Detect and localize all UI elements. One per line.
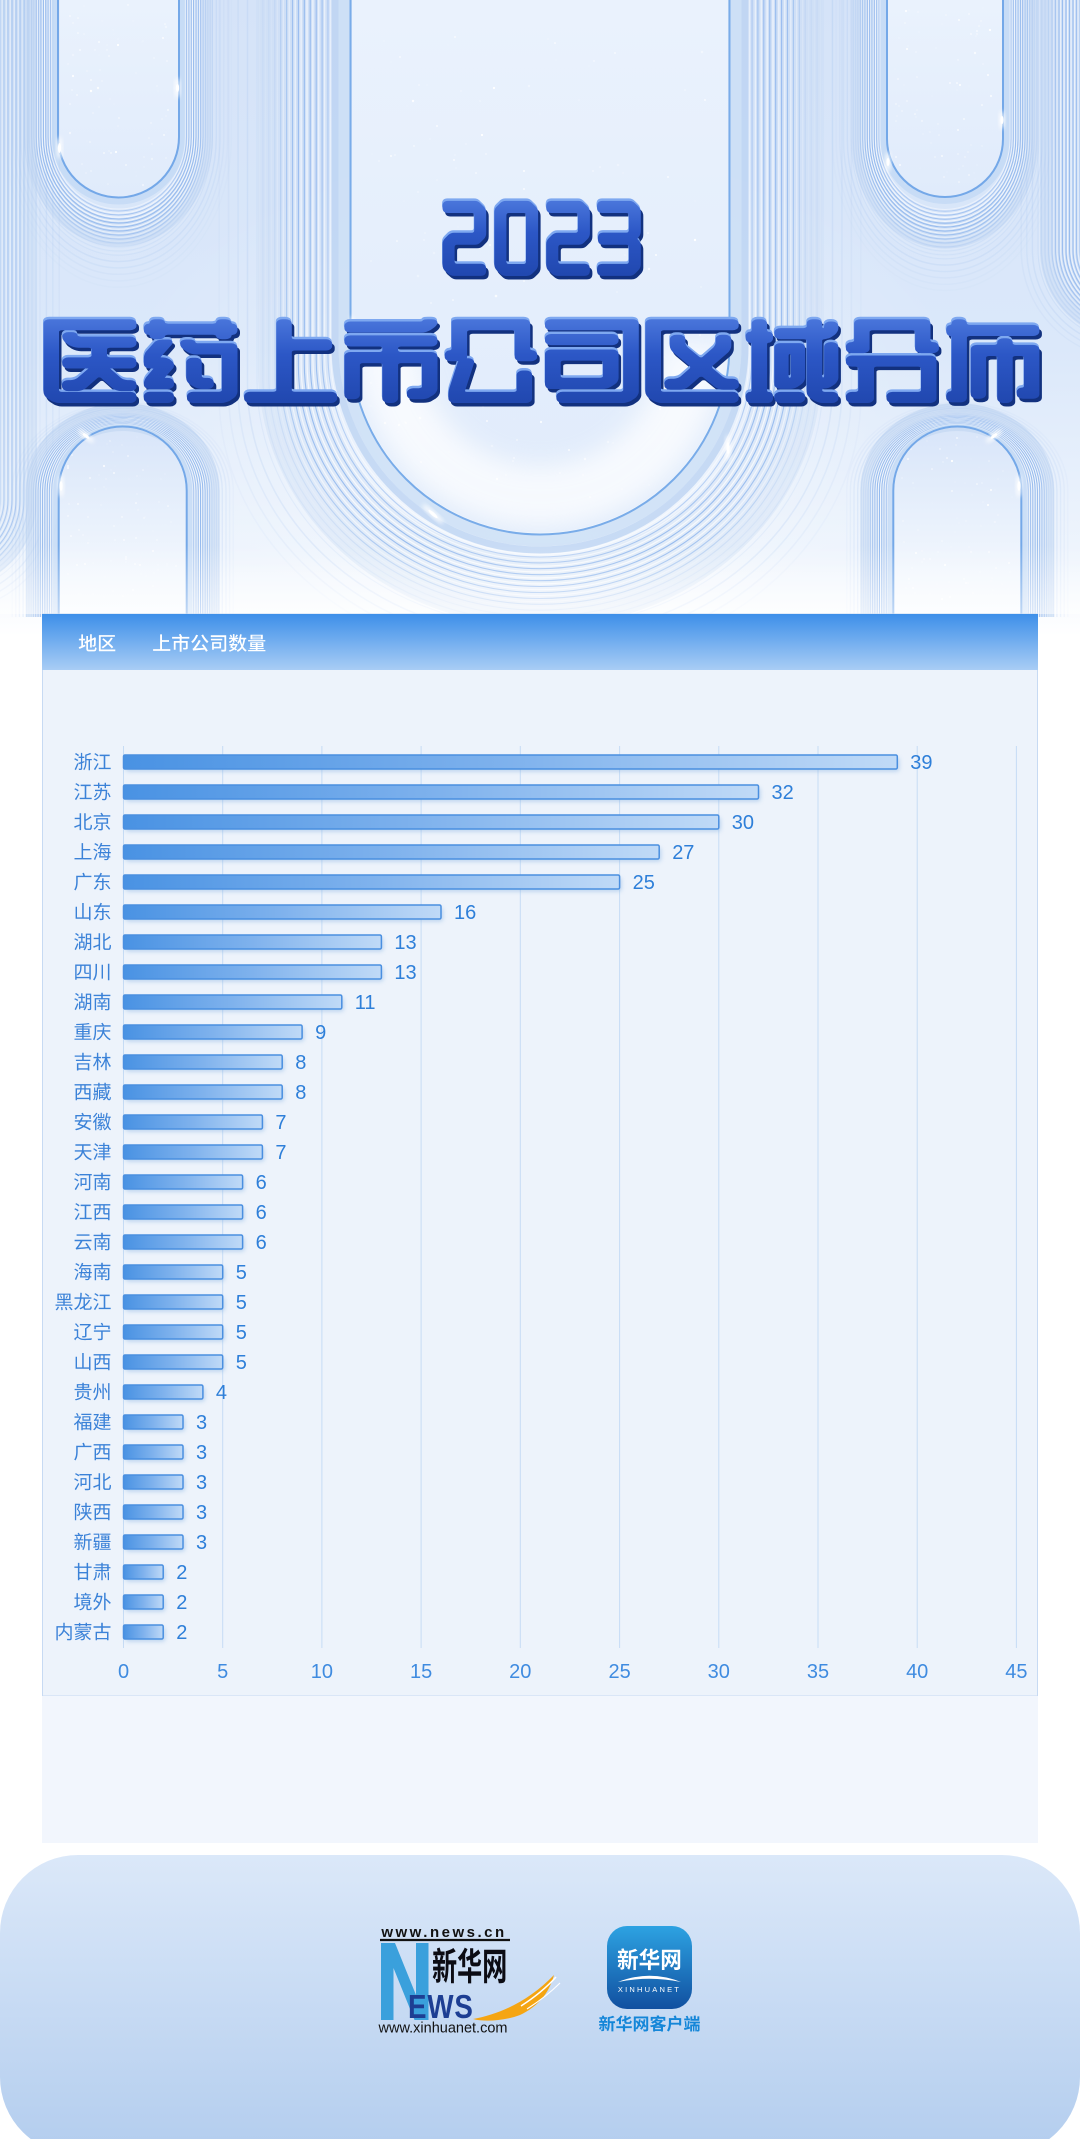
- svg-text:25: 25: [633, 872, 655, 894]
- svg-text:5: 5: [217, 1661, 228, 1683]
- svg-text:45: 45: [1005, 1661, 1027, 1683]
- svg-text:6: 6: [256, 1202, 267, 1224]
- svg-text:10: 10: [311, 1661, 333, 1683]
- svg-text:8: 8: [295, 1052, 306, 1074]
- svg-text:25: 25: [608, 1661, 630, 1683]
- svg-text:9: 9: [315, 1022, 326, 1044]
- svg-text:5: 5: [236, 1352, 247, 1374]
- svg-text:35: 35: [807, 1661, 829, 1683]
- svg-text:40: 40: [906, 1661, 928, 1683]
- svg-text:2: 2: [176, 1592, 187, 1614]
- svg-text:www.xinhuanet.com: www.xinhuanet.com: [378, 2021, 508, 2037]
- svg-text:15: 15: [410, 1661, 432, 1683]
- svg-text:4: 4: [216, 1382, 227, 1404]
- svg-text:13: 13: [394, 932, 416, 954]
- svg-text:11: 11: [355, 992, 376, 1014]
- svg-text:5: 5: [236, 1262, 247, 1284]
- svg-text:7: 7: [275, 1142, 286, 1164]
- svg-text:20: 20: [509, 1661, 531, 1683]
- svg-text:39: 39: [910, 752, 932, 774]
- svg-text:8: 8: [295, 1082, 306, 1104]
- svg-text:3: 3: [196, 1442, 207, 1464]
- svg-text:32: 32: [772, 782, 794, 804]
- svg-text:13: 13: [394, 962, 416, 984]
- svg-text:30: 30: [708, 1661, 730, 1683]
- svg-text:27: 27: [672, 842, 694, 864]
- svg-text:2: 2: [176, 1562, 187, 1584]
- svg-text:XINHUANET: XINHUANET: [618, 1985, 681, 1994]
- svg-text:5: 5: [236, 1322, 247, 1344]
- svg-text:16: 16: [454, 902, 476, 924]
- svg-text:0: 0: [118, 1661, 129, 1683]
- svg-text:3: 3: [196, 1412, 207, 1434]
- svg-text:30: 30: [732, 812, 754, 834]
- svg-text:3: 3: [196, 1532, 207, 1554]
- svg-text:6: 6: [256, 1172, 267, 1194]
- svg-text:EWS: EWS: [408, 1989, 474, 2026]
- svg-text:7: 7: [275, 1112, 286, 1134]
- svg-text:www.news.cn: www.news.cn: [380, 1924, 506, 1941]
- svg-text:6: 6: [256, 1232, 267, 1254]
- svg-text:3: 3: [196, 1502, 207, 1524]
- svg-text:5: 5: [236, 1292, 247, 1314]
- svg-text:2: 2: [176, 1622, 187, 1644]
- svg-text:3: 3: [196, 1472, 207, 1494]
